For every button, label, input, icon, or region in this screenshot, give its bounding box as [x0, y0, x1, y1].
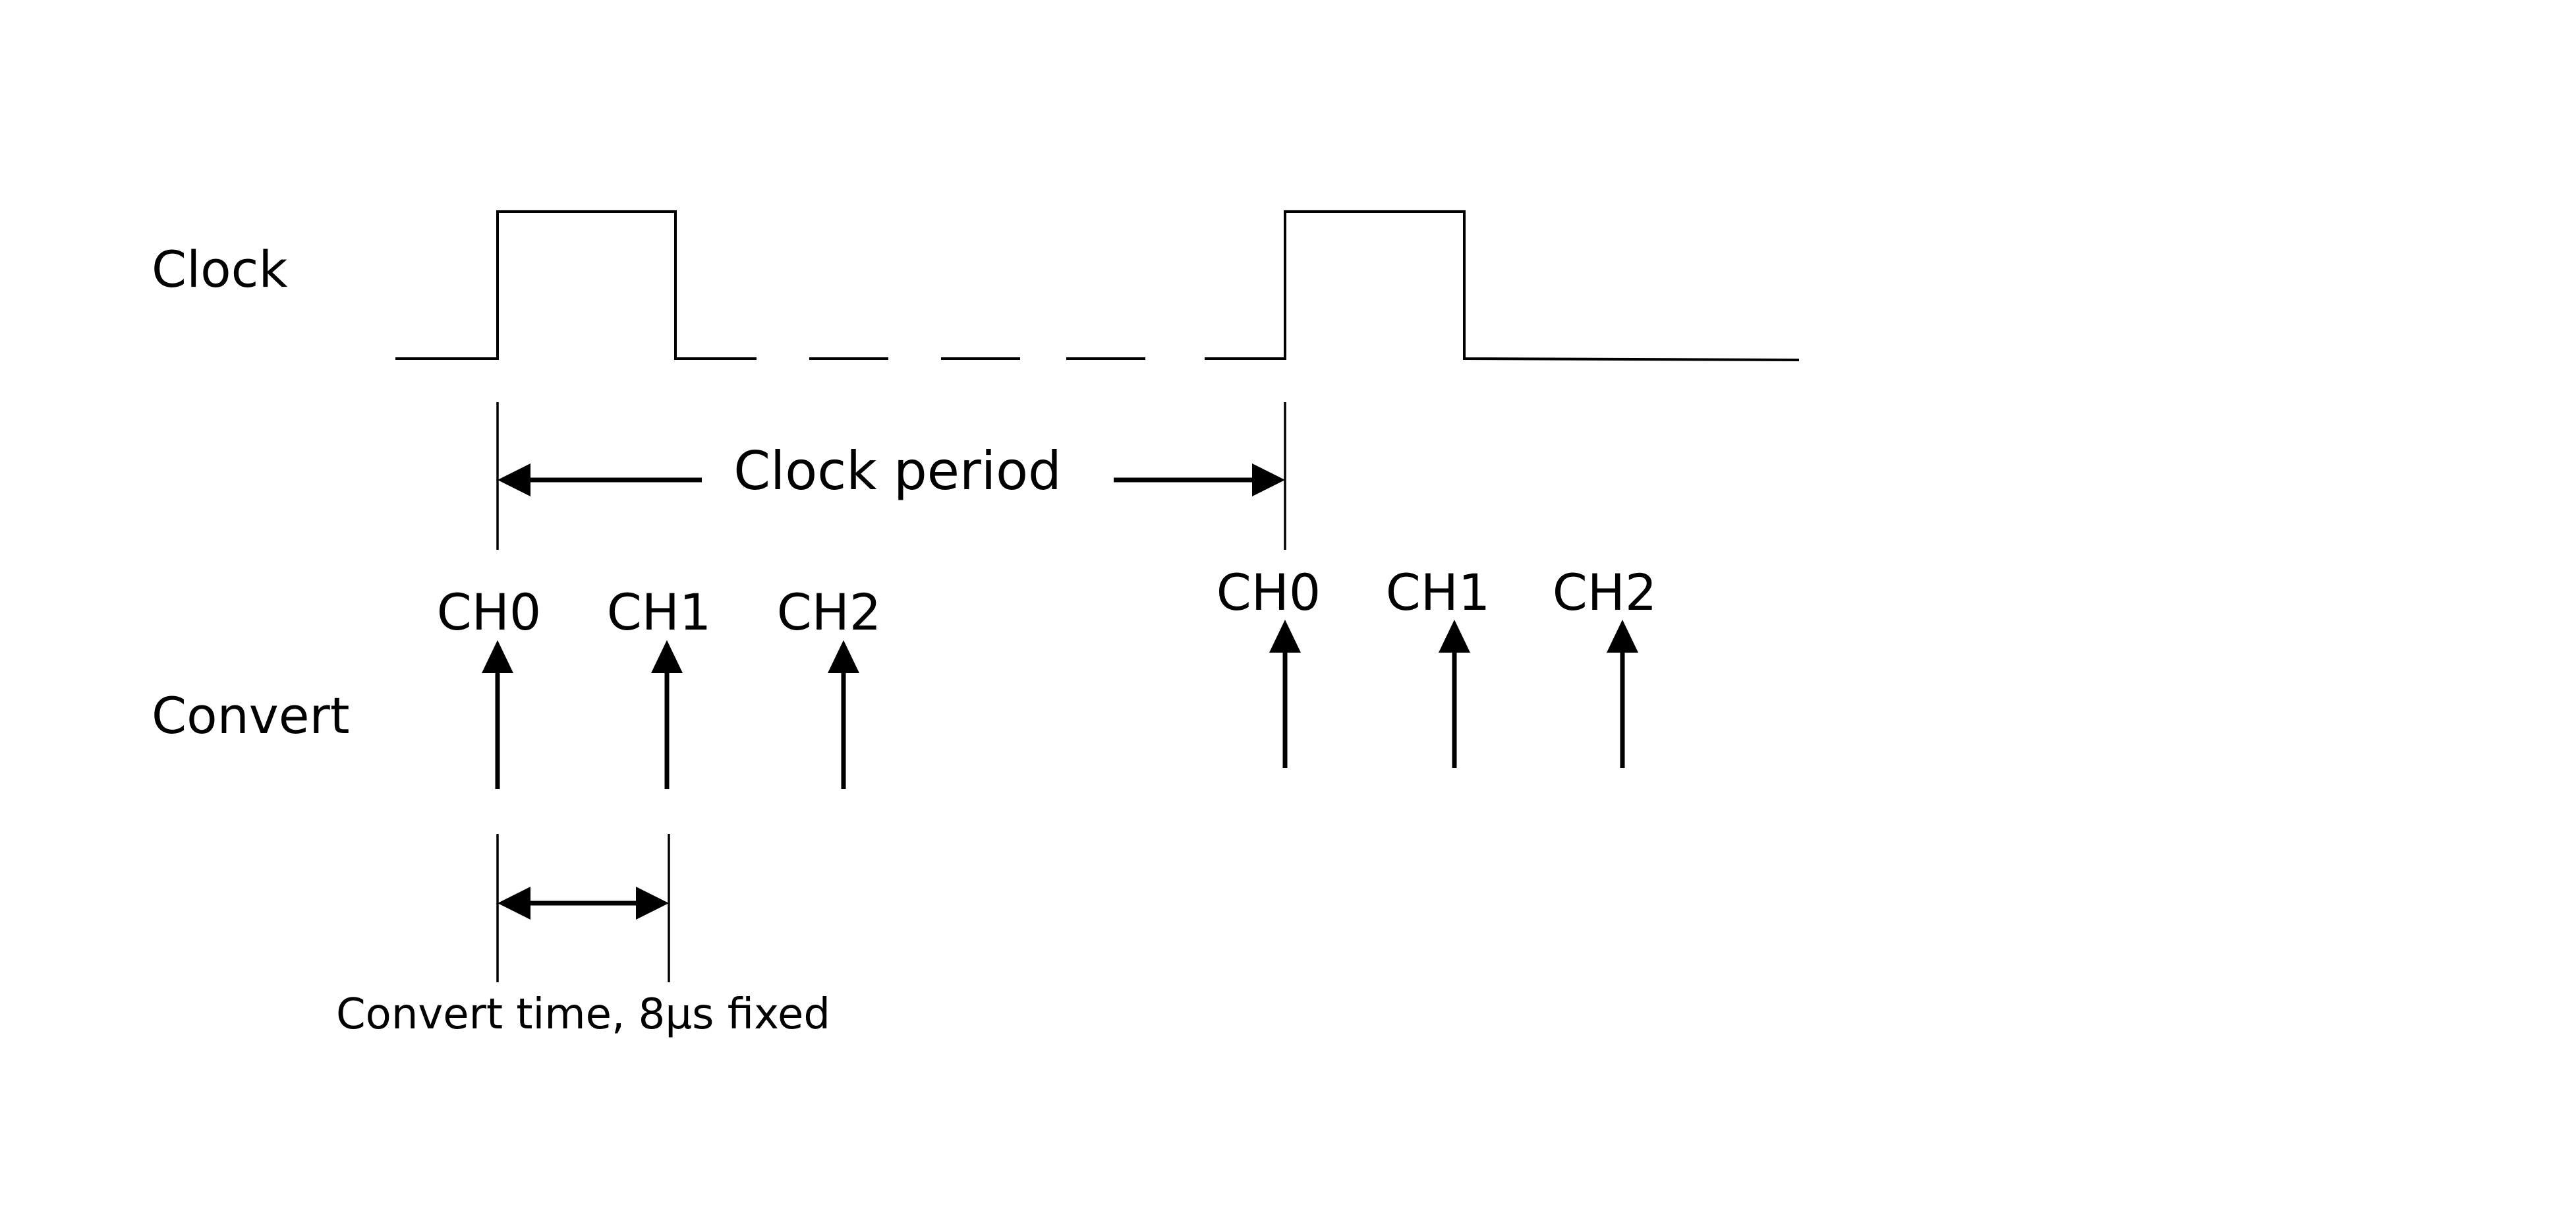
convert-arrow-ch1-cycle-1 [651, 640, 683, 789]
convert-arrow-ch1-cycle-2 [1439, 620, 1470, 768]
clock-pulse-1 [395, 210, 757, 360]
convert-arrow-ch0-cycle-2 [1269, 620, 1301, 768]
clock-pulse-2 [1205, 210, 1800, 361]
convert-arrow-ch2-cycle-2 [1607, 620, 1638, 768]
ch0-label-cycle-2: CH0 [1216, 563, 1321, 622]
convert-time-label: Convert time, 8µs fixed [336, 990, 830, 1039]
ch2-label-cycle-2: CH2 [1553, 563, 1657, 622]
convert-time-dimension: Convert time, 8µs fixed [336, 834, 830, 1039]
clock-period-dimension: Clock period [496, 402, 1286, 550]
ch2-label-cycle-1: CH2 [777, 583, 882, 641]
convert-arrow-ch2-cycle-1 [828, 640, 859, 789]
convert-time-arrow-left-head [498, 887, 530, 920]
ch1-label-cycle-2: CH1 [1386, 563, 1491, 622]
convert-row-label: Convert [152, 686, 350, 745]
clock-waveform [395, 210, 1800, 361]
period-arrow-right-head [1252, 463, 1285, 496]
convert-arrow-ch0-cycle-1 [482, 640, 513, 789]
convert-time-arrow-right-head [636, 887, 669, 920]
clock-row-label: Clock [152, 240, 287, 299]
ch0-label-cycle-1: CH0 [437, 583, 542, 641]
period-arrow-left-head [498, 463, 530, 496]
clock-period-label: Clock period [733, 440, 1062, 502]
ch1-label-cycle-1: CH1 [607, 583, 712, 641]
